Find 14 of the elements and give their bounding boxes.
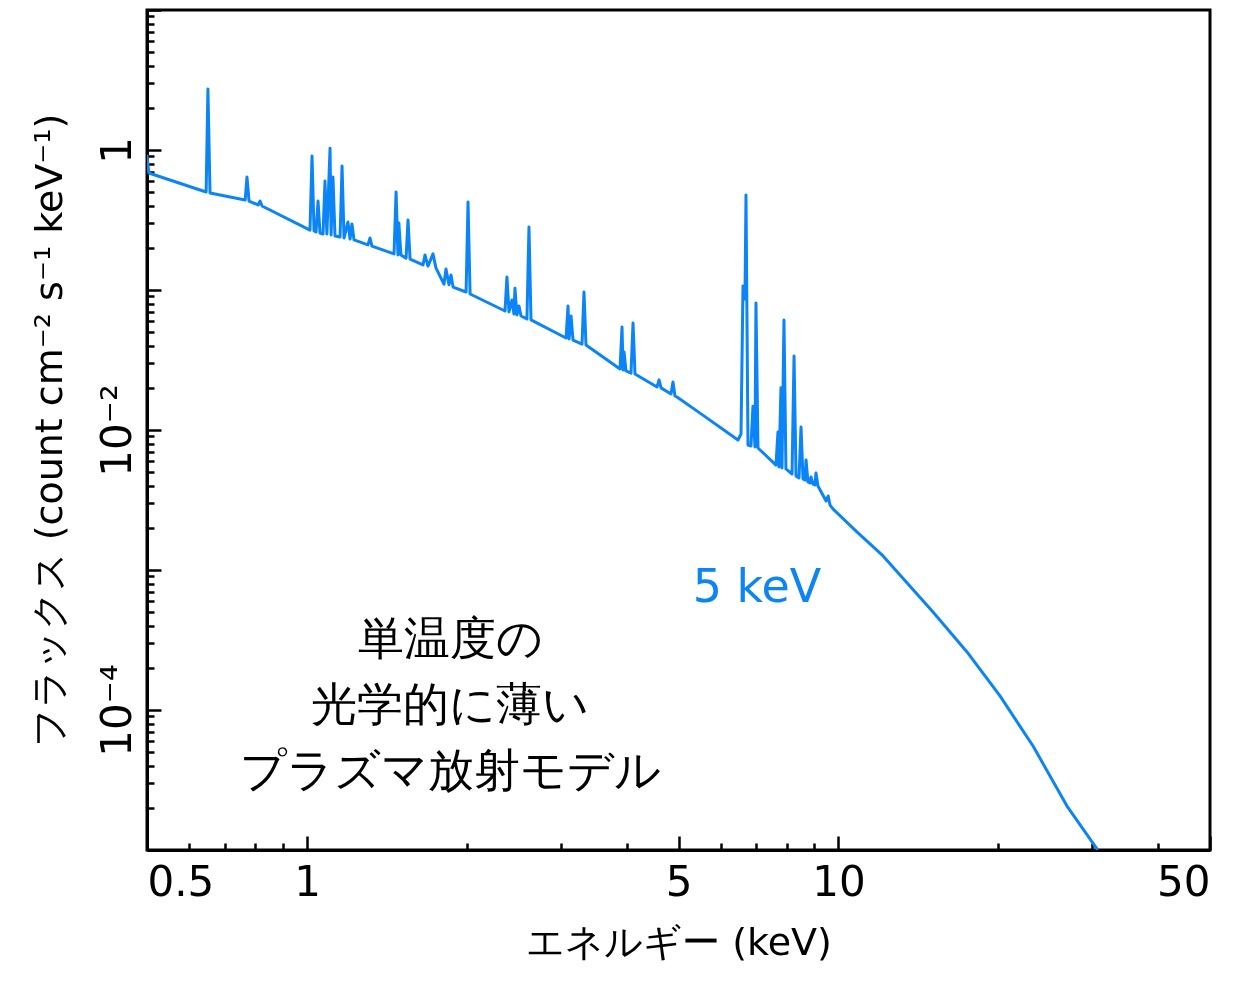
x-tick-label: 0.5 <box>147 856 215 906</box>
x-tick-label: 10 <box>812 856 866 906</box>
annotation: 単温度の <box>357 611 543 665</box>
x-tick-label: 50 <box>1157 856 1211 906</box>
y-tick-label: 10⁻⁴ <box>91 664 141 757</box>
x-tick-label: 5 <box>665 856 693 906</box>
y-axis-title: フラックス (count cm⁻² s⁻¹ keV⁻¹) <box>26 113 71 748</box>
x-tick-label: 1 <box>294 856 321 906</box>
y-tick-label: 10⁻² <box>91 384 141 477</box>
y-tick-label: 1 <box>91 137 141 164</box>
series-label: 5 keV <box>692 559 822 613</box>
annotation: プラズマ放射モデル <box>239 743 661 797</box>
annotation: 光学的に薄い <box>311 677 589 731</box>
x-axis-title: エネルギー (keV) <box>526 919 832 964</box>
